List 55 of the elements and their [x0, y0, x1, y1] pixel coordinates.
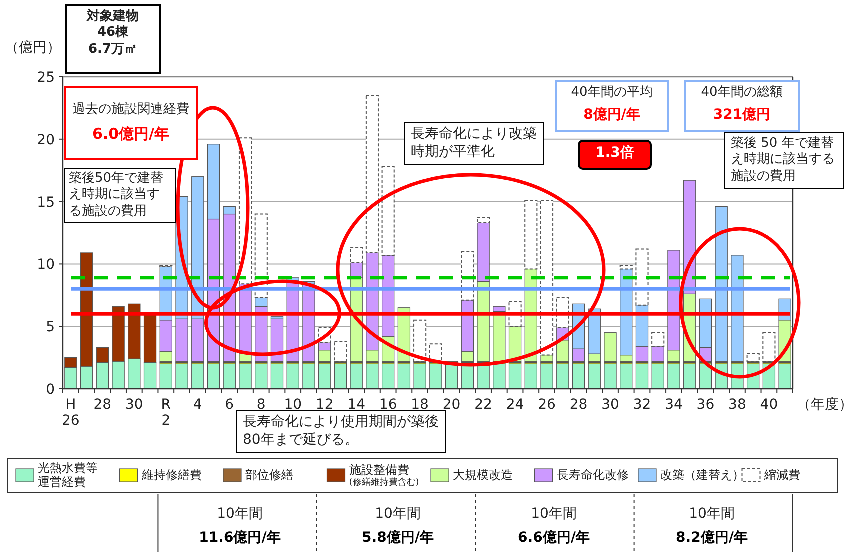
- x-tick-label: 40: [760, 397, 778, 413]
- annotation: 築後 50 年で建替え時期に該当する施設の費用: [731, 136, 836, 185]
- y-tick-label: 15: [37, 194, 55, 211]
- y-tick-label: 5: [46, 320, 55, 336]
- x-tick-label: 26: [538, 397, 556, 413]
- text: 対象建物 46棟 6.7万㎡: [86, 9, 140, 58]
- x-tick-label: 6: [225, 397, 234, 413]
- annotation: 321億円: [712, 107, 772, 124]
- y-tick-label: 10: [37, 257, 55, 274]
- x-tick-label: 28: [94, 397, 112, 413]
- x-tick-label: 36: [696, 397, 715, 413]
- legend-label: 改築（建替え）: [660, 468, 744, 483]
- x-tick-label: 18: [411, 397, 429, 413]
- y-tick-label: 0: [46, 382, 55, 398]
- legend-label: 施設整備費(修繕維持費含む): [349, 463, 420, 488]
- legend-label: 長寿命化改修: [556, 468, 629, 483]
- y-axis-title: （億円）: [5, 40, 61, 56]
- x-tick-label: 22: [474, 397, 492, 413]
- x-tick-label: 8: [256, 397, 266, 413]
- x-tick-label: 30: [602, 397, 620, 413]
- x-tick-label: 4: [193, 397, 202, 413]
- annotation: 8億円/年: [582, 107, 642, 124]
- x-tick-label: 12: [316, 397, 334, 413]
- x-tick-label: 34: [665, 397, 683, 413]
- legend-label: 光熱水費等運営経費: [38, 461, 99, 490]
- annotation: 6.0億円/年: [91, 125, 171, 144]
- legend-label: 部位修繕: [246, 468, 294, 483]
- x-tick-label: 16: [379, 397, 398, 413]
- y-tick-label: 20: [37, 132, 55, 148]
- text: 10年間 5.8億円/年: [361, 506, 435, 547]
- x-axis-title: （年度）: [797, 397, 846, 413]
- x-tick-label: 28: [570, 397, 588, 413]
- annotation: 40年間の平均: [570, 85, 654, 102]
- x-tick-label: 38: [728, 397, 746, 413]
- x-tick-label: 10: [284, 397, 302, 413]
- legend-label: 維持修繕費: [142, 468, 202, 483]
- annotation: 1.3倍: [594, 145, 636, 162]
- text: 10年間 6.6億円/年: [517, 506, 591, 547]
- x-tick-label: 30: [126, 397, 144, 413]
- annotation: 過去の施設関連経費: [72, 102, 190, 118]
- x-tick-label: 32: [633, 397, 652, 413]
- legend-label: 縮減費: [764, 468, 800, 483]
- x-tick-label: 24: [506, 397, 524, 413]
- y-tick-label: 25: [37, 70, 55, 86]
- text: 10年間 8.2億円/年: [675, 506, 749, 547]
- text: 10年間 11.6億円/年: [198, 506, 282, 547]
- annotation: 40年間の総額: [700, 85, 784, 102]
- x-tick-label: R 2: [161, 397, 172, 429]
- text: 長寿命化により使用期間が築後80年まで延びる。: [243, 414, 439, 449]
- legend-label: 大規模改造: [453, 468, 513, 483]
- x-tick-label: 20: [442, 397, 461, 413]
- x-tick-label: 14: [348, 397, 366, 413]
- x-tick-label: H 26: [62, 397, 80, 429]
- annotation: 築後50年で建替え時期に該当する施設の費用: [69, 171, 165, 220]
- annotation: 長寿命化により改築時期が平準化: [411, 126, 537, 161]
